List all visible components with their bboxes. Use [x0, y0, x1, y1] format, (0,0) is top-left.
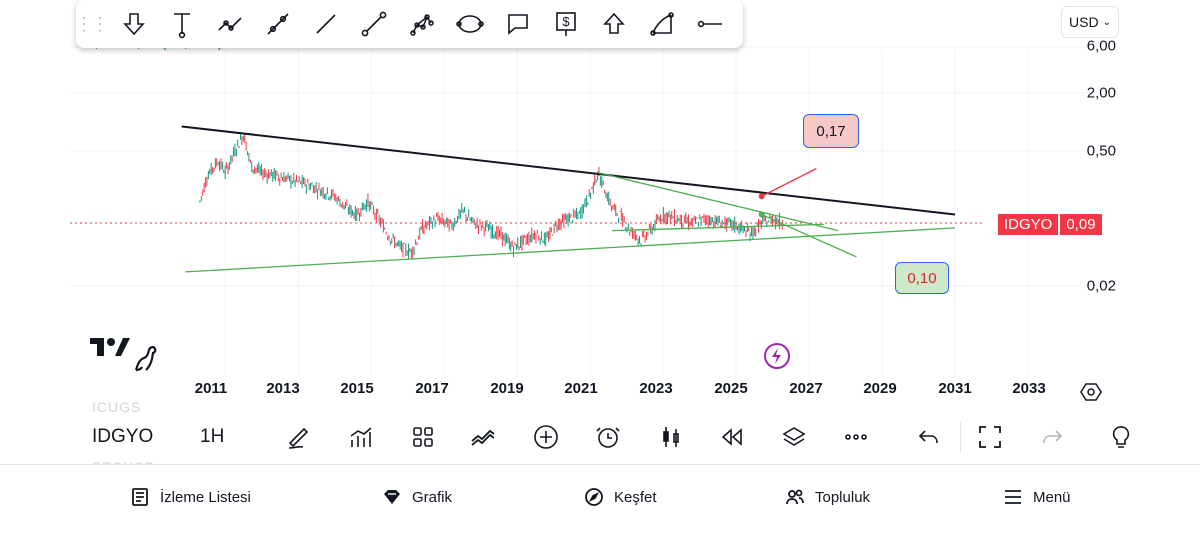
nav-community-label: Topluluk — [815, 488, 871, 506]
pattern-icon[interactable] — [398, 4, 446, 44]
compare-icon[interactable] — [468, 422, 498, 452]
price-series — [199, 132, 783, 260]
line-circles-icon[interactable] — [350, 4, 398, 44]
speech-bubble-icon[interactable] — [494, 4, 542, 44]
undo-icon[interactable] — [914, 422, 944, 452]
last-price-badge: IDGYO 0,09 — [998, 214, 1102, 235]
nav-community[interactable]: Topluluk — [785, 487, 870, 507]
currency-select[interactable]: USD ⌄ — [1061, 6, 1119, 38]
time-axis-label: 2019 — [490, 380, 524, 397]
line-icon[interactable] — [302, 4, 350, 44]
chart-bottom-toolbar: IDGYO 1H — [76, 414, 1130, 460]
drag-dots-icon[interactable]: ⋮⋮ — [75, 13, 109, 34]
time-axis-label: 2017 — [415, 380, 449, 397]
bottom-navigation: İzleme Listesi Grafik Keşfet Topluluk Me… — [0, 464, 1200, 530]
line-with-dots-icon[interactable] — [254, 4, 302, 44]
anchor-point-up[interactable] — [758, 193, 765, 200]
indicators-icon[interactable] — [346, 422, 376, 452]
trendline-support[interactable] — [185, 227, 956, 273]
nav-watchlist-label: İzleme Listesi — [160, 488, 251, 506]
callout-down-label: 0,10 — [907, 269, 937, 287]
vertical-range-icon[interactable] — [158, 4, 206, 44]
more-icon[interactable] — [841, 422, 871, 452]
watchlist-ghost-item: ICUGS — [92, 402, 142, 414]
chevron-down-icon: ⌄ — [1102, 16, 1111, 28]
add-icon[interactable] — [531, 422, 561, 452]
time-axis-label: 2013 — [266, 380, 300, 397]
symbol-button[interactable]: IDGYO — [92, 426, 154, 447]
svg-text:$: $ — [562, 14, 570, 29]
time-axis-label: 2033 — [1012, 380, 1046, 397]
time-axis: 2011 2013 2015 2017 2019 2021 2023 2025 … — [0, 380, 1100, 404]
candles-icon[interactable] — [656, 422, 686, 452]
last-price-label: 0,09 — [1060, 214, 1102, 235]
time-axis-label: 2011 — [194, 380, 228, 397]
trendline-target-up[interactable] — [761, 167, 817, 197]
ellipse-icon[interactable] — [446, 4, 494, 44]
callout-target-down[interactable]: 0,10 — [895, 262, 949, 294]
anchor-point-down[interactable] — [758, 211, 765, 218]
chart-canvas[interactable] — [0, 0, 1200, 410]
time-axis-label: 2015 — [340, 380, 374, 397]
trendline-lower-wedge[interactable] — [612, 223, 824, 232]
arrow-down-icon[interactable] — [110, 4, 158, 44]
layouts-icon[interactable] — [408, 422, 438, 452]
nav-explore-label: Keşfet — [614, 488, 657, 506]
time-axis-label: 2027 — [789, 380, 823, 397]
compass-icon — [585, 488, 603, 506]
people-icon — [786, 489, 804, 505]
fullscreen-icon[interactable] — [975, 422, 1005, 452]
toolbar-divider — [960, 422, 961, 452]
nav-menu[interactable]: Menü — [1003, 487, 1071, 507]
draw-pen-icon[interactable] — [284, 422, 314, 452]
replay-icon[interactable] — [716, 422, 746, 452]
redo-icon[interactable] — [1037, 422, 1067, 452]
tradingview-logo — [90, 334, 166, 379]
grid-layer — [70, 46, 1090, 378]
nav-menu-label: Menü — [1033, 488, 1071, 506]
price-scale-label: 2,00 — [1086, 84, 1116, 102]
hamburger-icon — [1005, 490, 1021, 504]
badge-separator — [1058, 214, 1061, 235]
time-axis-label: 2025 — [714, 380, 748, 397]
time-axis-label: 2023 — [639, 380, 673, 397]
nav-chart[interactable]: Grafik — [382, 487, 452, 507]
nav-watchlist[interactable]: İzleme Listesi — [130, 487, 251, 507]
horizontal-ray-icon[interactable] — [686, 4, 734, 44]
trendline-target-down[interactable] — [761, 213, 857, 258]
nav-chart-label: Grafik — [412, 488, 453, 506]
chart-settings-icon[interactable] — [1080, 381, 1102, 403]
lightning-icon[interactable] — [763, 342, 791, 370]
watchlist-ghost-item: BTCUSD — [92, 458, 156, 466]
drawing-toolbar: ⋮⋮ $ — [75, 0, 743, 48]
time-axis-label: 2029 — [863, 380, 897, 397]
chart-gem-icon — [384, 490, 400, 504]
dollar-sign-icon[interactable]: $ — [542, 4, 590, 44]
interval-button[interactable]: 1H — [200, 426, 225, 447]
callout-up-label: 0,17 — [816, 122, 846, 140]
time-axis-label: 2031 — [938, 380, 972, 397]
currency-label: USD — [1069, 14, 1099, 30]
callout-target-up[interactable]: 0,17 — [803, 114, 859, 148]
price-scale-label: 6,00 — [1086, 37, 1116, 55]
layers-icon[interactable] — [779, 422, 809, 452]
arc-icon[interactable] — [638, 4, 686, 44]
nav-explore[interactable]: Keşfet — [584, 487, 657, 507]
list-doc-icon — [132, 488, 148, 506]
trendline-resistance[interactable] — [181, 125, 956, 216]
bulb-icon[interactable] — [1106, 422, 1136, 452]
trendline-upper-wedge[interactable] — [597, 171, 839, 232]
time-axis-label: 2021 — [564, 380, 598, 397]
polyline-icon[interactable] — [206, 4, 254, 44]
arrow-up-icon[interactable] — [590, 4, 638, 44]
alert-clock-icon[interactable] — [593, 422, 623, 452]
trendlines-layer[interactable] — [70, 125, 985, 273]
ticker-symbol-label: IDGYO — [998, 214, 1059, 235]
price-scale-label: 0,02 — [1086, 277, 1116, 295]
price-scale-label: 0,50 — [1086, 142, 1116, 160]
